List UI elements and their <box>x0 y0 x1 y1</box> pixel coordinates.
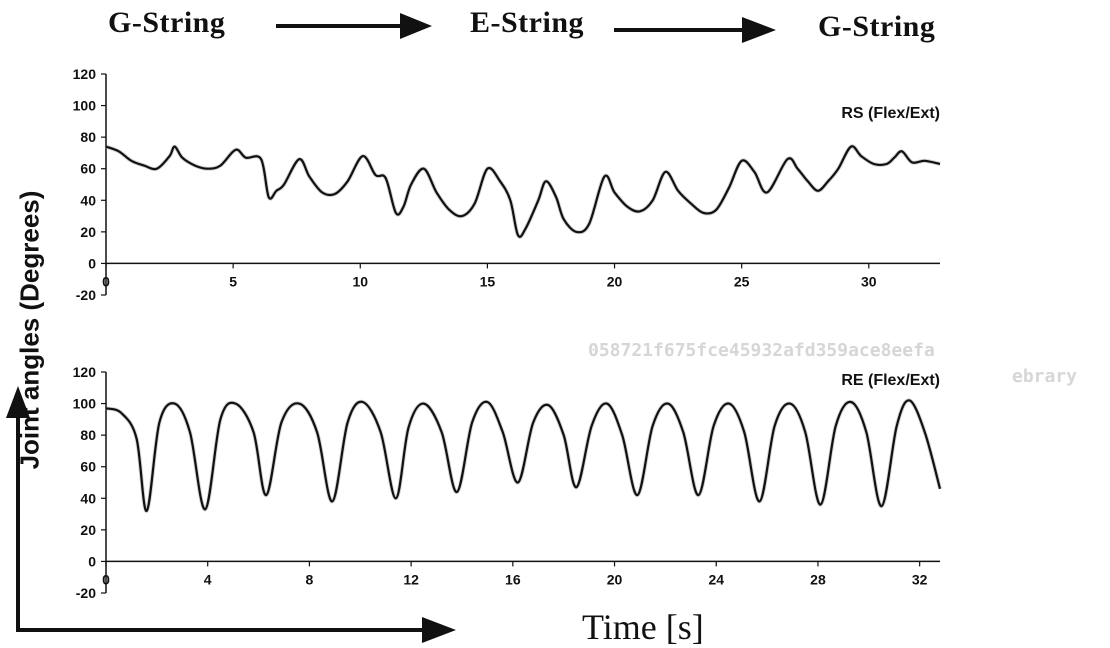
re-y-tick-label: 60 <box>80 459 96 475</box>
re-x-tick-label: 8 <box>306 571 314 587</box>
re-series-line <box>105 399 942 513</box>
re-y-tick-label: 80 <box>80 427 96 443</box>
re-y-tick-label: -20 <box>76 585 96 601</box>
rs-x-tick-label: 30 <box>861 273 877 289</box>
banner-arrow-right-icon <box>614 17 776 43</box>
rs-y-tick-label: 100 <box>73 98 97 114</box>
rs-y-tick-label: 120 <box>73 66 97 82</box>
rs-panel-title: RS (Flex/Ext) <box>841 105 940 122</box>
rs-y-tick-label: 80 <box>80 129 96 145</box>
rs-y-tick-label: -20 <box>76 287 96 303</box>
rs-panel: -20 0 20 40 60 80 100 120 0 5 10 15 20 25 30 RS (Flex/E… <box>73 66 941 303</box>
rs-y-tick-label: 20 <box>80 224 96 240</box>
banner-label-first: G-String <box>108 6 226 39</box>
re-y-tick-label: 40 <box>80 490 96 506</box>
banner-arrow-right-icon <box>276 13 432 39</box>
rs-y-tick-label: 60 <box>80 161 96 177</box>
x-axis-label: Time [s] <box>582 607 704 647</box>
re-y-tick-label: 100 <box>73 396 97 412</box>
axes-direction-arrows <box>6 386 456 643</box>
re-x-tick-label: 28 <box>810 571 826 587</box>
re-y-tick-label: 20 <box>80 522 96 538</box>
rs-x-tick-label: 15 <box>480 273 496 289</box>
re-panel-title: RE (Flex/Ext) <box>841 372 940 389</box>
rs-x-tick-label: 5 <box>229 273 237 289</box>
rs-x-tick-label: 20 <box>607 273 623 289</box>
banner-label-middle: E-String <box>470 6 585 39</box>
watermark-hash: 058721f675fce45932afd359ace8eefa <box>588 340 935 361</box>
rs-series-shadow <box>105 144 941 239</box>
re-y-tick-label: 0 <box>88 553 96 569</box>
re-x-tick-label: 4 <box>204 571 212 587</box>
re-series-shadow <box>105 398 942 513</box>
watermark-ebrary: ebrary <box>1012 366 1078 387</box>
banner-label-last: G-String <box>818 10 936 43</box>
re-panel: -20 0 20 40 60 80 100 120 0 4 8 12 16 20 24 28 32 RE (Fle… <box>73 364 942 601</box>
re-x-tick-label: 16 <box>505 571 521 587</box>
rs-series-line <box>105 145 941 238</box>
arrow-right-icon <box>16 617 456 643</box>
rs-x-tick-label: 10 <box>352 273 368 289</box>
re-x-tick-label: 24 <box>708 571 724 587</box>
banner-arrows <box>276 13 776 43</box>
re-x-tick-label: 32 <box>912 571 928 587</box>
rs-y-tick-label: 40 <box>80 192 96 208</box>
rs-y-tick-label: 0 <box>88 255 96 271</box>
arrow-up-icon <box>6 386 30 630</box>
re-x-tick-label: 0 <box>102 571 110 587</box>
rs-x-tick-label: 25 <box>734 273 750 289</box>
re-x-tick-label: 20 <box>607 571 623 587</box>
re-y-tick-label: 120 <box>73 364 97 380</box>
rs-x-tick-label: 0 <box>102 273 110 289</box>
string-sequence-banner: G-String E-String G-String <box>0 0 1110 60</box>
re-x-tick-label: 12 <box>403 571 419 587</box>
